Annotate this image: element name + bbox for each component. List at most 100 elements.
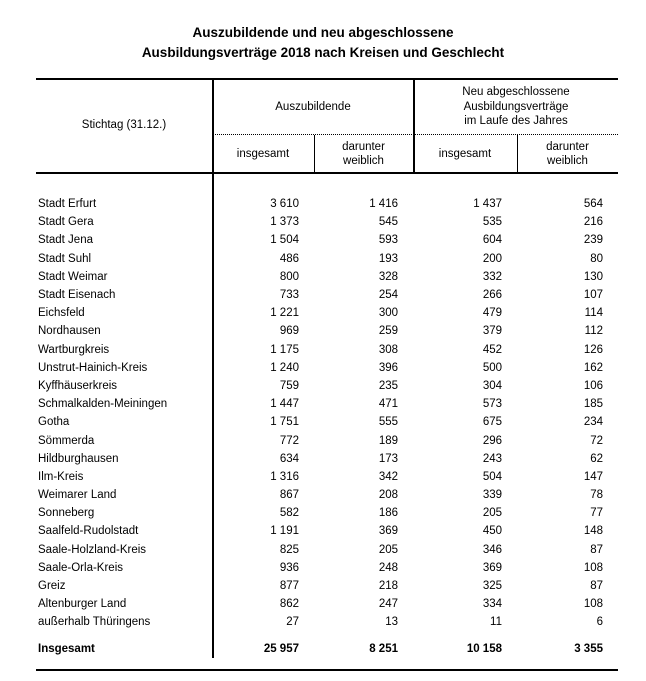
group2-line2: Ausbildungsverträge <box>463 100 569 113</box>
total-auszubildende-insgesamt: 25 957 <box>263 643 299 656</box>
group1-label: Auszubildende <box>275 100 351 113</box>
value-auszubildende-weiblich: 208 <box>378 489 398 502</box>
table-row: Sonneberg 582 186 205 77 <box>36 504 618 522</box>
value-auszubildende-weiblich: 254 <box>378 289 398 302</box>
value-auszubildende-weiblich: 593 <box>378 234 398 247</box>
row-label: Sonneberg <box>38 507 95 520</box>
subcolumn-divider-2 <box>517 135 518 173</box>
total-row: Insgesamt 25 957 8 251 10 158 3 355 <box>36 640 618 658</box>
value-vertraege-weiblich: 72 <box>590 434 603 447</box>
row-label: Nordhausen <box>38 325 101 338</box>
value-vertraege-weiblich: 130 <box>583 270 603 283</box>
value-vertraege-insgesamt: 334 <box>482 598 502 611</box>
value-vertraege-weiblich: 234 <box>583 416 603 429</box>
table-row: Stadt Erfurt 3 610 1 416 1 437 564 <box>36 195 618 213</box>
value-vertraege-weiblich: 108 <box>583 598 603 611</box>
row-label: Eichsfeld <box>38 307 85 320</box>
table-row: außerhalb Thüringens 27 13 11 6 <box>36 613 618 631</box>
value-vertraege-insgesamt: 346 <box>482 543 502 556</box>
corner-header-stichtag: Stichtag (31.12.) <box>36 80 212 171</box>
value-auszubildende-weiblich: 235 <box>378 379 398 392</box>
value-vertraege-weiblich: 162 <box>583 361 603 374</box>
row-label: Schmalkalden-Meiningen <box>38 398 168 411</box>
value-vertraege-weiblich: 106 <box>583 379 603 392</box>
value-vertraege-insgesamt: 504 <box>482 470 502 483</box>
value-vertraege-weiblich: 126 <box>583 343 603 356</box>
table-row: Eichsfeld 1 221 300 479 114 <box>36 304 618 322</box>
value-vertraege-insgesamt: 379 <box>482 325 502 338</box>
value-auszubildende-insgesamt: 3 610 <box>270 198 299 211</box>
value-vertraege-insgesamt: 452 <box>482 343 502 356</box>
value-vertraege-insgesamt: 535 <box>482 216 502 229</box>
value-auszubildende-insgesamt: 1 751 <box>270 416 299 429</box>
value-auszubildende-weiblich: 205 <box>378 543 398 556</box>
group-header-auszubildende: Auszubildende <box>213 80 413 134</box>
value-vertraege-insgesamt: 332 <box>482 270 502 283</box>
row-label: Saale-Holzland-Kreis <box>38 543 147 556</box>
table-row: Wartburgkreis 1 175 308 452 126 <box>36 341 618 359</box>
value-vertraege-insgesamt: 604 <box>482 234 502 247</box>
value-auszubildende-insgesamt: 825 <box>279 543 299 556</box>
value-auszubildende-weiblich: 248 <box>378 561 398 574</box>
row-label: Stadt Suhl <box>38 252 92 265</box>
value-auszubildende-weiblich: 369 <box>378 525 398 538</box>
value-vertraege-insgesamt: 573 <box>482 398 502 411</box>
value-auszubildende-insgesamt: 582 <box>279 507 299 520</box>
value-auszubildende-insgesamt: 936 <box>279 561 299 574</box>
value-auszubildende-insgesamt: 634 <box>279 452 299 465</box>
value-auszubildende-insgesamt: 1 221 <box>270 307 299 320</box>
value-auszubildende-weiblich: 396 <box>378 361 398 374</box>
value-auszubildende-insgesamt: 1 373 <box>270 216 299 229</box>
value-auszubildende-weiblich: 308 <box>378 343 398 356</box>
subheader-label-line1: darunter <box>342 140 385 153</box>
value-vertraege-insgesamt: 325 <box>482 580 502 593</box>
row-label: außerhalb Thüringens <box>38 616 151 629</box>
table-row: Greiz 877 218 325 87 <box>36 577 618 595</box>
value-auszubildende-weiblich: 13 <box>385 616 398 629</box>
value-auszubildende-insgesamt: 867 <box>279 489 299 502</box>
value-vertraege-weiblich: 147 <box>583 470 603 483</box>
value-auszubildende-insgesamt: 1 175 <box>270 343 299 356</box>
table-row: Kyffhäuserkreis 759 235 304 106 <box>36 377 618 395</box>
row-label: Wartburgkreis <box>38 343 110 356</box>
row-label: Unstrut-Hainich-Kreis <box>38 361 148 374</box>
subheader-label-line2: weiblich <box>547 155 588 167</box>
value-auszubildende-weiblich: 555 <box>378 416 398 429</box>
group-column-divider <box>413 78 415 173</box>
value-auszubildende-insgesamt: 759 <box>279 379 299 392</box>
value-vertraege-weiblich: 80 <box>590 252 603 265</box>
value-auszubildende-weiblich: 173 <box>378 452 398 465</box>
value-vertraege-weiblich: 148 <box>583 525 603 538</box>
table-row: Saale-Orla-Kreis 936 248 369 108 <box>36 559 618 577</box>
value-auszubildende-weiblich: 545 <box>378 216 398 229</box>
corner-header-label: Stichtag (31.12.) <box>81 119 167 132</box>
group2-line1: Neu abgeschlossene <box>462 86 570 99</box>
table-row: Unstrut-Hainich-Kreis 1 240 396 500 162 <box>36 359 618 377</box>
table-bottom-rule <box>36 669 618 671</box>
value-vertraege-insgesamt: 339 <box>482 489 502 502</box>
value-vertraege-weiblich: 62 <box>590 452 603 465</box>
value-auszubildende-insgesamt: 1 316 <box>270 470 299 483</box>
value-auszubildende-weiblich: 300 <box>378 307 398 320</box>
row-label: Altenburger Land <box>38 598 127 611</box>
value-auszubildende-insgesamt: 733 <box>279 289 299 302</box>
value-vertraege-weiblich: 239 <box>583 234 603 247</box>
subheader-label: insgesamt <box>438 147 492 160</box>
value-vertraege-insgesamt: 266 <box>482 289 502 302</box>
row-label: Ilm-Kreis <box>38 470 84 483</box>
subheader-label-line2: weiblich <box>343 155 384 167</box>
value-auszubildende-insgesamt: 1 504 <box>270 234 299 247</box>
value-vertraege-weiblich: 114 <box>584 307 603 320</box>
value-vertraege-insgesamt: 11 <box>490 616 502 629</box>
table-row: Stadt Jena 1 504 593 604 239 <box>36 231 618 249</box>
row-label: Sömmerda <box>38 434 95 447</box>
table-row: Sömmerda 772 189 296 72 <box>36 431 618 449</box>
value-vertraege-insgesamt: 304 <box>482 379 502 392</box>
group-header-neu-abgeschlossene: Neu abgeschlossene Ausbildungsverträge i… <box>414 80 618 134</box>
row-label: Stadt Erfurt <box>38 198 97 211</box>
value-auszubildende-insgesamt: 27 <box>286 616 299 629</box>
value-vertraege-weiblich: 87 <box>590 543 603 556</box>
total-vertraege-weiblich: 3 355 <box>574 643 603 656</box>
value-auszubildende-insgesamt: 969 <box>279 325 299 338</box>
